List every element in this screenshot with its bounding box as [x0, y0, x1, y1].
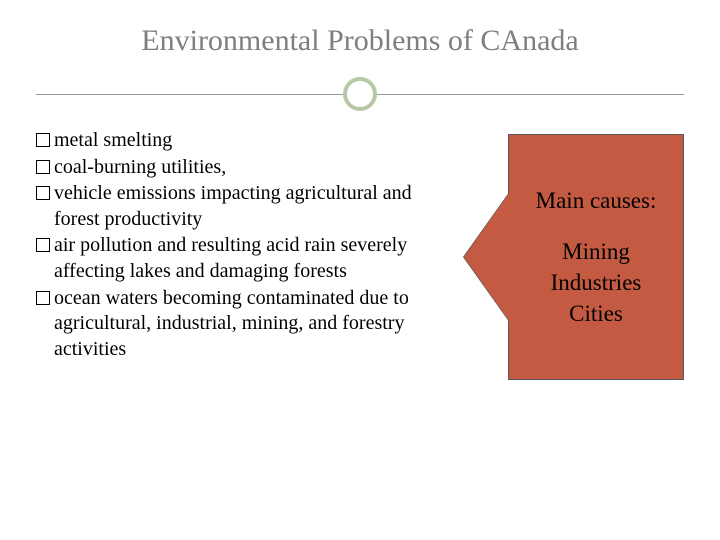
callout-line: Mining — [562, 236, 630, 267]
left-arrow-callout: Main causes: Mining Industries Cities — [464, 134, 684, 380]
bullet-list: metal smelting coal-burning utilities, v… — [36, 124, 452, 363]
arrow-head-icon — [464, 189, 512, 325]
bullet-text: vehicle emissions impacting agricultural… — [54, 181, 452, 232]
bullet-text: metal smelting — [54, 128, 452, 154]
square-bullet-icon — [36, 238, 50, 252]
list-item: air pollution and resulting acid rain se… — [36, 233, 452, 284]
list-item: metal smelting — [36, 128, 452, 154]
callout-line: Industries — [551, 267, 642, 298]
callout-column: Main causes: Mining Industries Cities — [464, 134, 684, 380]
content-row: metal smelting coal-burning utilities, v… — [36, 124, 684, 380]
slide-container: Environmental Problems of CAnada metal s… — [0, 0, 720, 540]
list-item: ocean waters becoming contaminated due t… — [36, 286, 452, 363]
list-item: vehicle emissions impacting agricultural… — [36, 181, 452, 232]
title-divider — [36, 76, 684, 112]
callout-heading: Main causes: — [536, 185, 657, 216]
list-item: coal-burning utilities, — [36, 155, 452, 181]
bullet-text: coal-burning utilities, — [54, 155, 452, 181]
callout-line: Cities — [569, 298, 623, 329]
divider-ring-icon — [343, 77, 377, 111]
bullet-text: ocean waters becoming contaminated due t… — [54, 286, 452, 363]
square-bullet-icon — [36, 291, 50, 305]
square-bullet-icon — [36, 133, 50, 147]
square-bullet-icon — [36, 160, 50, 174]
slide-title: Environmental Problems of CAnada — [36, 24, 684, 58]
callout-text: Main causes: Mining Industries Cities — [508, 134, 684, 380]
square-bullet-icon — [36, 186, 50, 200]
bullet-text: air pollution and resulting acid rain se… — [54, 233, 452, 284]
